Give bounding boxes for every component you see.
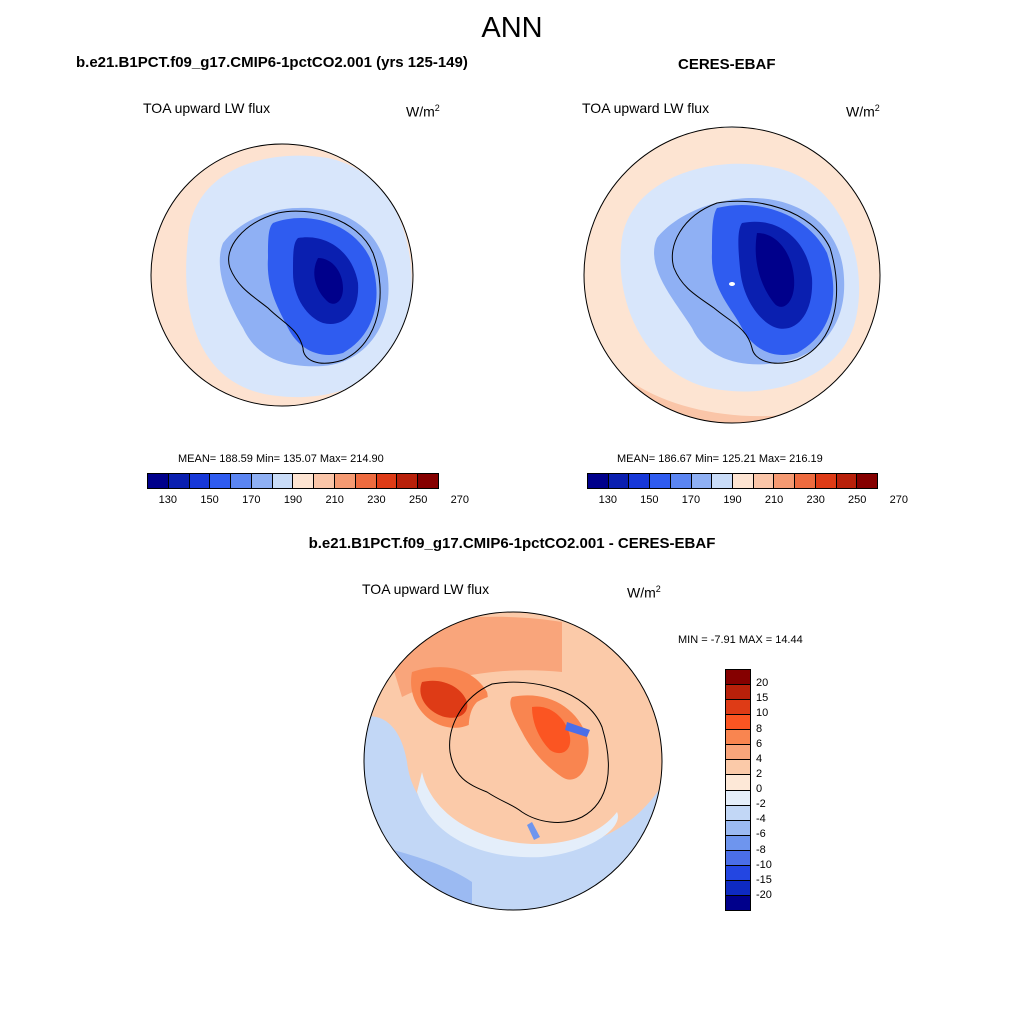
- model-colorbar-box: [168, 474, 190, 488]
- diff-colorbar-tick-label: -2: [756, 798, 766, 811]
- diff-colorbar: [725, 669, 751, 911]
- obs-colorbar-tick-label: 230: [806, 494, 825, 506]
- obs-colorbar-box: [836, 474, 858, 488]
- diff-colorbar-tick-label: 10: [756, 707, 769, 720]
- diff-colorbar-box: [726, 895, 750, 910]
- obs-colorbar-box: [774, 474, 796, 488]
- diff-colorbar-tick-label: 20: [756, 677, 769, 690]
- diff-colorbar-box: [726, 685, 750, 701]
- model-colorbar: [147, 473, 439, 489]
- model-colorbar-box: [210, 474, 232, 488]
- model-stats: MEAN= 188.59 Min= 135.07 Max= 214.90: [178, 453, 384, 465]
- model-colorbar-box: [293, 474, 315, 488]
- model-polar-map: [150, 143, 414, 407]
- obs-colorbar-box: [753, 474, 775, 488]
- obs-panel-title: CERES-EBAF: [678, 56, 776, 73]
- obs-colorbar-tick-label: 150: [640, 494, 659, 506]
- model-colorbar-tick-label: 270: [450, 494, 470, 506]
- obs-colorbar-tick-label: 170: [681, 494, 701, 506]
- diff-colorbar-box: [726, 760, 750, 776]
- diff-colorbar-box: [726, 700, 750, 716]
- diff-colorbar-box: [726, 805, 750, 821]
- model-colorbar-box: [418, 474, 438, 488]
- diff-polar-map: [363, 611, 663, 911]
- obs-colorbar-box: [608, 474, 630, 488]
- obs-colorbar-box: [815, 474, 837, 488]
- diff-colorbar-box: [726, 865, 750, 881]
- obs-colorbar-box: [712, 474, 734, 488]
- diff-variable-label: TOA upward LW flux: [362, 581, 490, 597]
- obs-colorbar: [587, 473, 878, 489]
- obs-colorbar-box: [857, 474, 878, 488]
- obs-variable-label: TOA upward LW flux: [582, 100, 710, 116]
- diff-panel-title: b.e21.B1PCT.f09_g17.CMIP6-1pctCO2.001 - …: [308, 535, 716, 552]
- diff-colorbar-tick-label: -4: [756, 813, 766, 826]
- obs-colorbar-box: [670, 474, 692, 488]
- obs-colorbar-box: [629, 474, 651, 488]
- obs-colorbar-box: [650, 474, 671, 488]
- diff-colorbar-tick-label: -8: [756, 843, 766, 856]
- obs-colorbar-box: [691, 474, 713, 488]
- diff-colorbar-box: [726, 730, 750, 746]
- model-colorbar-box: [376, 474, 398, 488]
- diff-colorbar-box: [726, 850, 750, 866]
- obs-colorbar-tick-label: 190: [723, 494, 742, 506]
- diff-colorbar-tick-label: 6: [756, 737, 763, 750]
- model-variable-label: TOA upward LW flux: [143, 100, 271, 116]
- diff-colorbar-tick-label: -15: [756, 873, 772, 886]
- model-colorbar-tick-label: 230: [367, 494, 386, 506]
- diff-colorbar-tick-label: -10: [756, 858, 772, 871]
- diff-colorbar-tick-label: 8: [756, 722, 763, 735]
- model-colorbar-box: [148, 474, 169, 488]
- model-units: W/m2: [406, 103, 440, 120]
- model-colorbar-box: [335, 474, 356, 488]
- diff-colorbar-box: [726, 715, 750, 731]
- diff-colorbar-box: [726, 670, 750, 686]
- model-colorbar-box: [251, 474, 273, 488]
- obs-colorbar-box: [795, 474, 816, 488]
- obs-colorbar-tick-label: 250: [848, 494, 867, 506]
- model-colorbar-box: [355, 474, 377, 488]
- diff-colorbar-box: [726, 775, 750, 791]
- diff-colorbar-tick-label: 0: [756, 783, 763, 795]
- model-colorbar-tick-label: 170: [242, 494, 261, 506]
- obs-units: W/m2: [846, 103, 880, 120]
- diff-units: W/m2: [627, 584, 661, 601]
- model-colorbar-box: [314, 474, 336, 488]
- diff-colorbar-box: [726, 820, 750, 836]
- model-colorbar-tick-label: 210: [325, 494, 344, 506]
- diff-colorbar-box: [726, 745, 750, 761]
- diff-colorbar-tick-label: 2: [756, 767, 763, 780]
- diff-colorbar-labels: 20 15 10 8 6 4 2 0 -2 -4 -6 -8 -10 -15 -20: [756, 669, 796, 911]
- diff-colorbar-tick-label: 15: [756, 692, 769, 705]
- obs-polar-map: [583, 126, 881, 424]
- model-colorbar-box: [231, 474, 252, 488]
- obs-colorbar-box: [733, 474, 754, 488]
- model-colorbar-tick-label: 250: [408, 494, 428, 506]
- model-colorbar-tick-label: 150: [200, 494, 219, 506]
- model-colorbar-box: [397, 474, 419, 488]
- diff-stats: MIN = -7.91 MAX = 14.44: [678, 634, 803, 646]
- obs-stats: MEAN= 186.67 Min= 125.21 Max= 216.19: [617, 453, 823, 465]
- model-colorbar-box: [272, 474, 294, 488]
- model-colorbar-labels: 130 150 170 190 210 230 250 270: [147, 494, 469, 508]
- model-panel-title: b.e21.B1PCT.f09_g17.CMIP6-1pctCO2.001 (y…: [76, 54, 468, 71]
- diff-colorbar-box: [726, 880, 750, 896]
- model-colorbar-box: [189, 474, 211, 488]
- diff-colorbar-tick-label: 4: [756, 752, 763, 765]
- diff-colorbar-tick-label: -6: [756, 828, 766, 841]
- model-colorbar-tick-label: 190: [283, 494, 303, 506]
- obs-colorbar-labels: 130 150 170 190 210 230 250 270: [587, 494, 908, 508]
- diff-colorbar-box: [726, 835, 750, 851]
- diff-colorbar-box: [726, 790, 750, 806]
- main-title: ANN: [481, 12, 543, 44]
- model-colorbar-tick-label: 130: [158, 494, 178, 506]
- obs-colorbar-tick-label: 270: [889, 494, 908, 506]
- diff-colorbar-tick-label: -20: [756, 888, 772, 901]
- obs-colorbar-box: [588, 474, 609, 488]
- obs-colorbar-tick-label: 130: [598, 494, 617, 506]
- obs-colorbar-tick-label: 210: [764, 494, 784, 506]
